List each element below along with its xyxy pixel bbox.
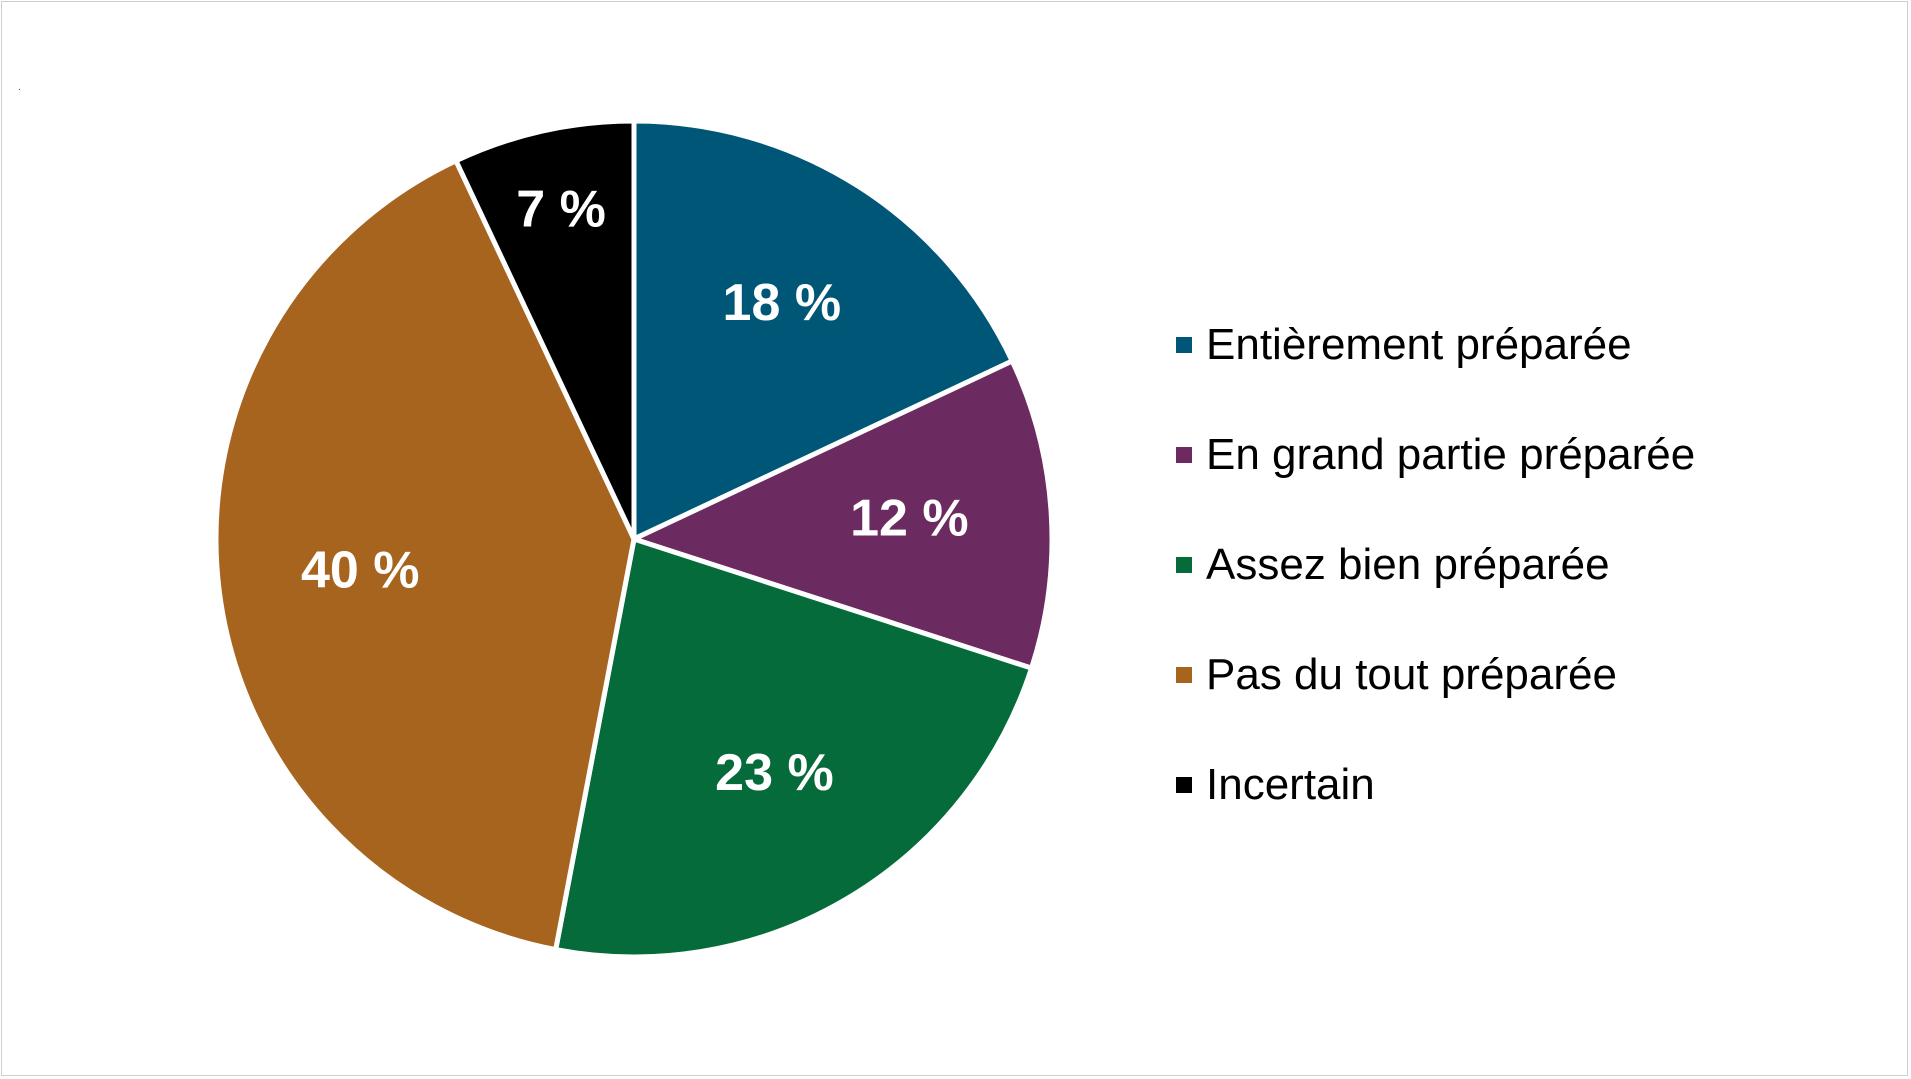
legend-swatch-en-grand-partie [1176,447,1192,463]
legend-label-en-grand-partie: En grand partie préparée [1206,430,1696,479]
legend-swatch-incertain [1176,777,1192,793]
legend-item-entierement: Entièrement préparée [1176,290,1695,400]
pie-label-incertain: 7 % [516,180,606,238]
legend-swatch-pas-du-tout [1176,667,1192,683]
pie-slice-incertain [453,118,637,542]
legend-item-incertain: Incertain [1176,730,1695,840]
legend-label-incertain: Incertain [1206,760,1375,809]
pie-slice-assez-bien [553,536,1035,960]
pie-label-assez-bien: 23 % [715,744,834,802]
pie-label-pas-du-tout: 40 % [301,541,420,599]
legend-item-en-grand-partie: En grand partie préparée [1176,400,1695,510]
legend-item-pas-du-tout: Pas du tout préparée [1176,620,1695,730]
corner-mark: . [18,82,21,93]
pie-slice-pas-du-tout [213,158,637,953]
pie-slice-entierement [631,118,1015,542]
legend-label-pas-du-tout: Pas du tout préparée [1206,650,1617,699]
pie-slice-en-grand-partie [631,358,1055,671]
pie-label-en-grand-partie: 12 % [850,489,969,547]
legend-swatch-assez-bien [1176,557,1192,573]
pie-label-entierement: 18 % [723,274,842,332]
legend-item-assez-bien: Assez bien préparée [1176,510,1695,620]
legend-label-assez-bien: Assez bien préparée [1206,540,1610,589]
legend-swatch-entierement [1176,337,1192,353]
legend: Entièrement préparée En grand partie pré… [1176,290,1695,840]
legend-label-entierement: Entièrement préparée [1206,320,1632,369]
